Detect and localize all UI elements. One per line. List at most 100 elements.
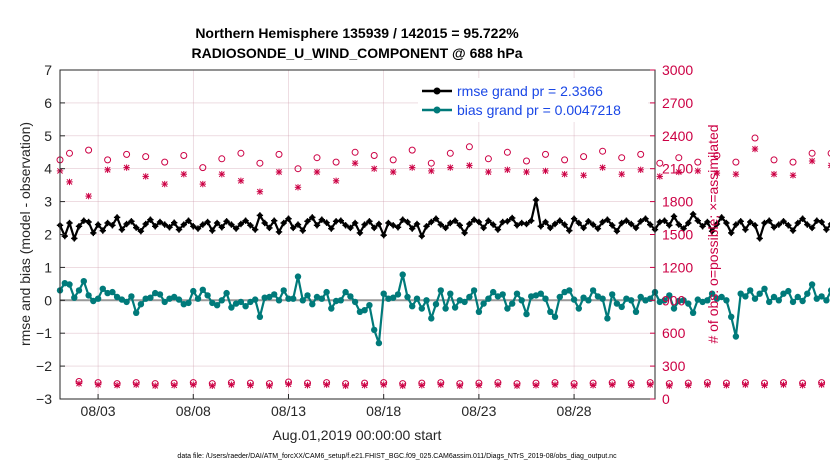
bias-point (680, 297, 687, 304)
rmse-point (123, 220, 130, 228)
rmse-point (151, 223, 159, 230)
assimilated-obs-marker (104, 166, 111, 174)
assimilated-obs-marker (656, 173, 663, 180)
bias-point (209, 299, 216, 307)
bias-point (490, 288, 497, 296)
bias-point (504, 305, 511, 312)
bias-point (332, 297, 340, 305)
rmse-point (670, 213, 678, 220)
y-tick-label: 1 (44, 259, 52, 275)
bias-point (694, 296, 701, 303)
rmse-point (113, 214, 121, 221)
bias-point (190, 287, 197, 295)
assimilated-obs-marker (732, 170, 740, 178)
assimilated-obs-marker (628, 382, 635, 389)
assimilated-obs-marker (428, 167, 435, 175)
rmse-point (694, 217, 701, 224)
bias-point (708, 290, 716, 297)
legend-box (418, 78, 648, 122)
rmse-point (742, 226, 749, 233)
bias-point (156, 291, 164, 298)
assimilated-obs-marker (351, 159, 359, 167)
assimilated-obs-marker (275, 168, 283, 176)
bias-point (280, 287, 287, 294)
y-tick-label: 4 (44, 161, 52, 177)
assimilated-obs-marker (180, 170, 188, 178)
bias-point (194, 295, 202, 302)
assimilated-obs-marker (151, 382, 159, 389)
assimilated-obs-marker (142, 173, 149, 180)
bias-point (247, 298, 254, 306)
right-axis-ticks: 0 300 600 900 1200 1500 1800 2100 2400 2700 3000 (650, 62, 693, 407)
rmse-point (642, 215, 649, 222)
rmse-point (251, 226, 259, 233)
possible-obs-marker (313, 154, 321, 162)
bias-point (775, 297, 782, 304)
bias-point (723, 297, 730, 304)
bias-point (161, 298, 168, 306)
rmse-point (94, 221, 102, 228)
rmse-point (342, 222, 349, 229)
bias-point (361, 307, 368, 314)
rmse-point (523, 220, 530, 228)
bias-point (328, 305, 335, 312)
assimilated-obs-marker (332, 177, 340, 185)
rmse-point (413, 220, 421, 228)
bias-point (818, 293, 825, 300)
bias-point (761, 285, 768, 292)
bias-point (109, 288, 116, 296)
rmse-point (271, 217, 278, 224)
rmse-point (99, 227, 107, 234)
bias-point (337, 297, 344, 304)
rmse-point (290, 224, 297, 232)
legend-rmse-label: rmse grand pr = 2.3366 (457, 83, 603, 99)
assimilated-obs-marker (323, 381, 330, 388)
assimilated-obs-marker (123, 164, 130, 171)
x-axis-label: Aug.01,2019 00:00:00 start (273, 427, 442, 443)
possible-obs-marker (275, 150, 283, 158)
possible-obs-marker (161, 158, 169, 166)
rmse-point (794, 219, 801, 227)
rmse-point (570, 215, 578, 222)
rmse-point (109, 222, 116, 229)
possible-obs-marker (218, 155, 226, 163)
bias-point (99, 285, 107, 292)
bias-point (304, 292, 311, 299)
assimilated-obs-marker (637, 166, 644, 174)
assimilated-obs-marker (751, 145, 759, 153)
possible-obs-marker (656, 159, 664, 167)
rmse-point (780, 218, 787, 225)
y-tick-label: −1 (36, 325, 52, 341)
x-tick-label: 08/03 (81, 403, 116, 419)
rmse-point (528, 217, 535, 224)
x-axis-ticks: 08/03 08/08 08/13 08/18 08/23 08/28 (81, 394, 592, 419)
possible-obs-marker (351, 148, 359, 156)
rmse-point (375, 220, 383, 228)
rmse-point (104, 219, 111, 227)
assimilated-obs-marker (75, 380, 83, 387)
bias-point (556, 293, 563, 301)
assimilated-obs-marker (523, 168, 530, 176)
rmse-point (404, 218, 411, 226)
bias-point (742, 293, 749, 300)
bias-point (528, 293, 535, 300)
assimilated-obs-marker (666, 382, 673, 389)
rmse-point (766, 217, 773, 224)
bias-point (133, 309, 140, 316)
assimilated-obs-marker (218, 170, 226, 178)
bias-point (152, 289, 159, 297)
bias-point (394, 291, 402, 298)
bias-point (551, 313, 559, 320)
bias-point (728, 313, 735, 320)
legend: rmse grand pr = 2.3366 bias grand pr = 0… (418, 78, 648, 122)
assimilated-obs-marker (256, 188, 264, 195)
bias-point (104, 289, 111, 297)
bias-point (290, 295, 297, 302)
rmse-point (532, 196, 540, 204)
bias-point (456, 297, 463, 304)
assimilated-obs-marker (618, 170, 625, 178)
assimilated-obs-marker (713, 169, 721, 177)
x-tick-label: 08/08 (176, 403, 211, 419)
rmse-point (680, 225, 687, 232)
